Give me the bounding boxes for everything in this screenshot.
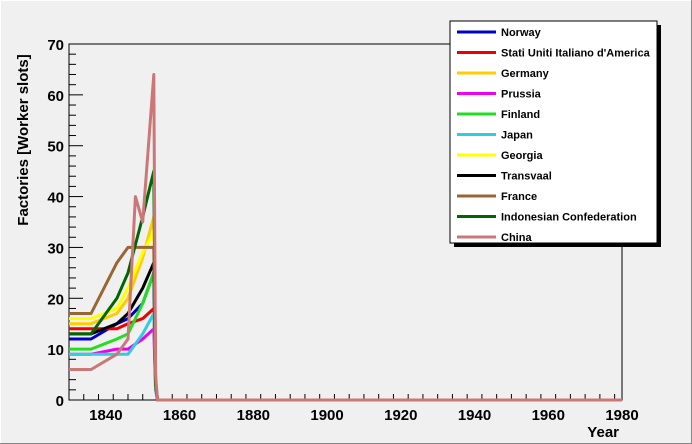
axis-ticks: 0 10 20 30 40 50 60 70 1840 1860 1880 1900 1920 1940 1…: [47, 37, 638, 424]
y-tick-label: 50: [47, 139, 64, 156]
x-tick-label: 1960: [532, 407, 565, 424]
x-tick-label: 1980: [605, 407, 638, 424]
x-tick-label: 1900: [310, 407, 343, 424]
y-tick-label: 0: [56, 393, 64, 410]
y-tick-label: 70: [47, 37, 64, 54]
legend-label: Finland: [501, 109, 540, 121]
y-tick-label: 60: [47, 88, 64, 105]
legend: Norway Stati Uniti Italiano d'America Germ…: [449, 20, 661, 247]
x-tick-label: 1880: [237, 407, 270, 424]
y-tick-label: 10: [47, 342, 64, 359]
series-line: [69, 73, 622, 402]
legend-label: France: [501, 191, 537, 203]
legend-label: Indonesian Confederation: [501, 212, 637, 224]
x-tick-label: 1920: [384, 407, 417, 424]
y-tick-label: 20: [47, 291, 64, 308]
legend-label: Germany: [501, 68, 550, 80]
x-tick-label: 1860: [163, 407, 196, 424]
legend-label: China: [501, 232, 532, 244]
legend-box: [449, 20, 658, 244]
legend-items: Norway Stati Uniti Italiano d'America Germ…: [457, 27, 651, 244]
legend-label: Norway: [501, 27, 542, 39]
y-axis-label: Factories [Worker slots]: [15, 54, 32, 225]
series-layer: [69, 73, 622, 402]
legend-label: Prussia: [501, 89, 542, 101]
legend-label: Stati Uniti Italiano d'America: [501, 48, 651, 60]
x-tick-label: 1940: [458, 407, 491, 424]
y-tick-label: 40: [47, 190, 64, 207]
legend-label: Japan: [501, 130, 533, 142]
y-tick-label: 30: [47, 240, 64, 257]
legend-label: Transvaal: [501, 171, 552, 183]
legend-label: Georgia: [501, 150, 543, 162]
x-axis-label: Year: [587, 424, 619, 441]
x-tick-label: 1840: [89, 407, 122, 424]
